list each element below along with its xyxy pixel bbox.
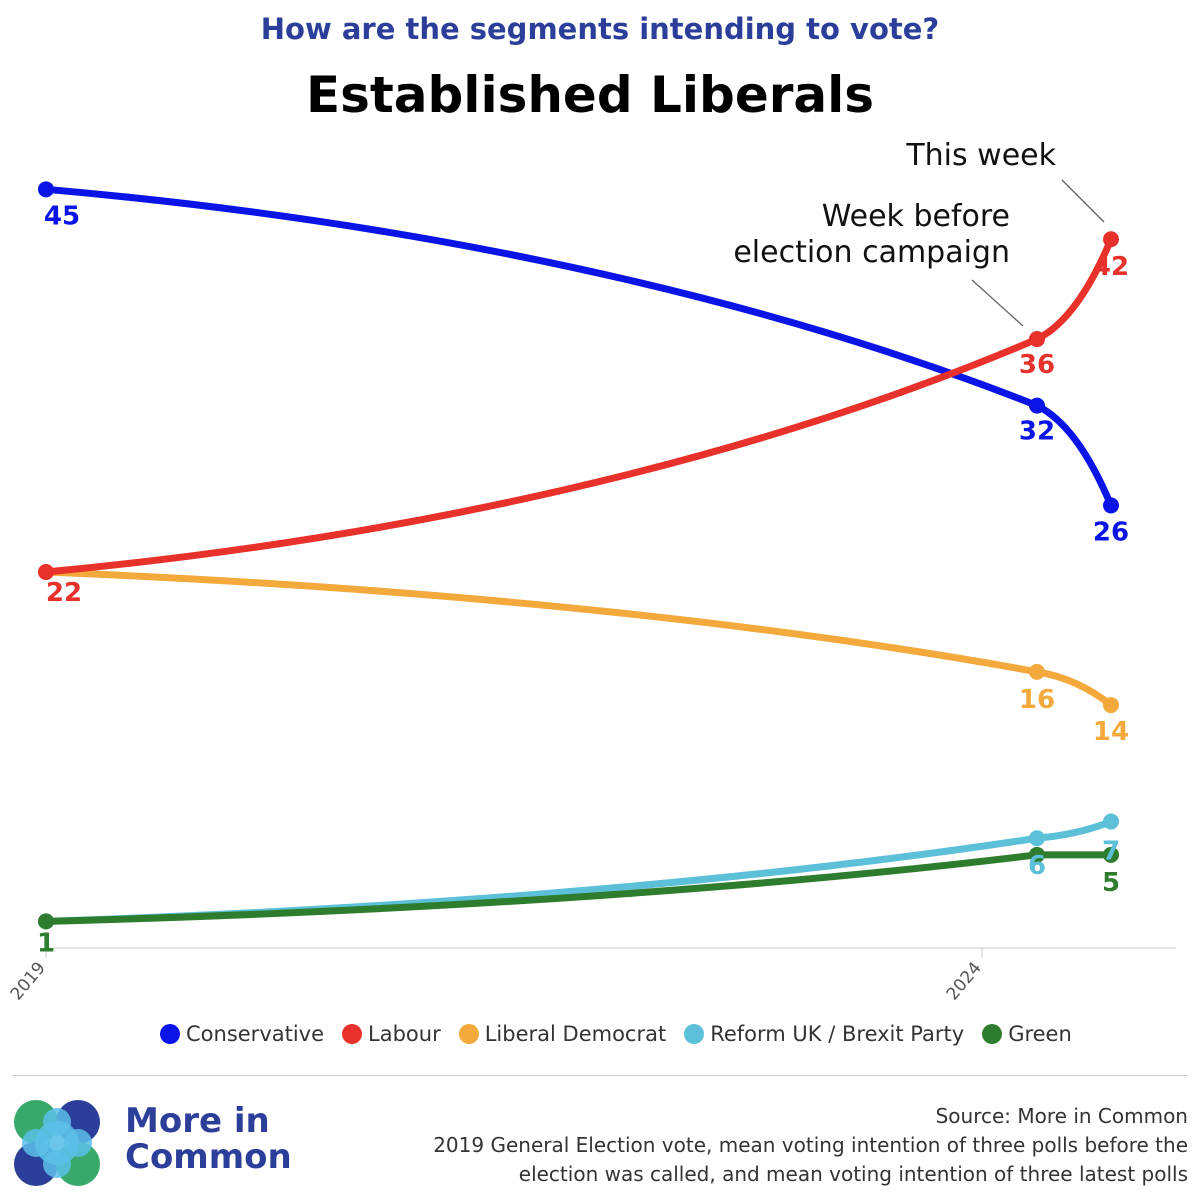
x-tick-label: 2019 bbox=[7, 958, 50, 1004]
data-point bbox=[1029, 397, 1045, 414]
legend-label: Reform UK / Brexit Party bbox=[710, 1022, 965, 1046]
data-label: 26 bbox=[1093, 517, 1129, 547]
data-label: 7 bbox=[1102, 837, 1120, 867]
data-point bbox=[1103, 497, 1119, 514]
series-line-liberal-democrat bbox=[42, 568, 1115, 709]
data-label: 6 bbox=[1028, 851, 1046, 881]
data-label: 32 bbox=[1019, 417, 1055, 447]
series-line-labour bbox=[42, 235, 1115, 576]
data-point bbox=[1029, 331, 1045, 348]
chart-subtitle: How are the segments intending to vote? bbox=[260, 12, 940, 46]
data-point bbox=[38, 563, 54, 580]
legend-item: Reform UK / Brexit Party bbox=[684, 1022, 964, 1046]
legend-item: Conservative bbox=[160, 1022, 324, 1046]
legend-label: Conservative bbox=[186, 1022, 325, 1046]
legend-swatch bbox=[684, 1024, 705, 1044]
series-line-green bbox=[42, 851, 1115, 925]
brand-line1: More in bbox=[125, 1101, 270, 1141]
legend-label: Liberal Democrat bbox=[484, 1022, 667, 1046]
data-point bbox=[1103, 231, 1119, 248]
data-label: 14 bbox=[1093, 717, 1129, 747]
series-line-reform-uk-brexit-party bbox=[42, 818, 1115, 925]
footer-divider bbox=[12, 1075, 1188, 1076]
data-label: 1 bbox=[37, 928, 55, 958]
legend-swatch bbox=[160, 1024, 180, 1044]
legend-label: Labour bbox=[368, 1022, 441, 1046]
annotation-week-before-line2: election campaign bbox=[733, 235, 1010, 270]
data-point bbox=[1103, 813, 1119, 830]
source-line2: 2019 General Election vote, mean voting … bbox=[433, 1133, 1188, 1157]
data-label: 22 bbox=[46, 578, 82, 608]
chart-title: Established Liberals bbox=[305, 66, 875, 124]
data-point bbox=[38, 913, 54, 930]
brand-name: More in Common bbox=[125, 1103, 292, 1175]
data-label: 45 bbox=[44, 201, 80, 231]
line-chart: 2019 2024 6 7 1 5 16 14 45 32 26 22 36 42 bbox=[7, 179, 1176, 1004]
data-point bbox=[1029, 846, 1045, 863]
x-tick-label: 2024 bbox=[943, 958, 986, 1004]
data-label: 5 bbox=[1102, 868, 1120, 898]
brand-line2: Common bbox=[125, 1137, 292, 1177]
annotation-this-week: This week bbox=[906, 138, 1056, 173]
annotation-leader-week-before bbox=[971, 279, 1024, 327]
legend-label: Green bbox=[1008, 1022, 1072, 1046]
source-line3: election was called, and mean voting int… bbox=[518, 1162, 1188, 1186]
legend-swatch bbox=[982, 1024, 1003, 1044]
legend-swatch bbox=[342, 1024, 363, 1044]
series-line-conservative bbox=[42, 185, 1115, 509]
legend: Conservative Labour Liberal Democrat Reform… bbox=[160, 1022, 1090, 1046]
data-point bbox=[1029, 830, 1045, 847]
data-label: 42 bbox=[1093, 252, 1129, 282]
legend-item: Liberal Democrat bbox=[458, 1022, 667, 1046]
data-label: 16 bbox=[1019, 685, 1055, 715]
more-in-common-logo-icon bbox=[14, 1100, 100, 1186]
data-point bbox=[1103, 846, 1119, 863]
legend-item: Labour bbox=[342, 1022, 441, 1046]
source-line1: Source: More in Common bbox=[935, 1104, 1188, 1128]
legend-item: Green bbox=[982, 1022, 1072, 1046]
source-note: Source: More in Common 2019 General Elec… bbox=[433, 1102, 1188, 1189]
annotation-week-before-line1: Week before bbox=[821, 199, 1010, 234]
data-point bbox=[1029, 663, 1045, 680]
data-label: 36 bbox=[1019, 350, 1055, 380]
annotation-leader-this-week bbox=[1061, 179, 1105, 223]
data-point bbox=[38, 181, 54, 198]
legend-swatch bbox=[458, 1024, 479, 1044]
annotation-week-before: Week before election campaign bbox=[733, 199, 1010, 271]
data-point bbox=[1103, 697, 1119, 714]
